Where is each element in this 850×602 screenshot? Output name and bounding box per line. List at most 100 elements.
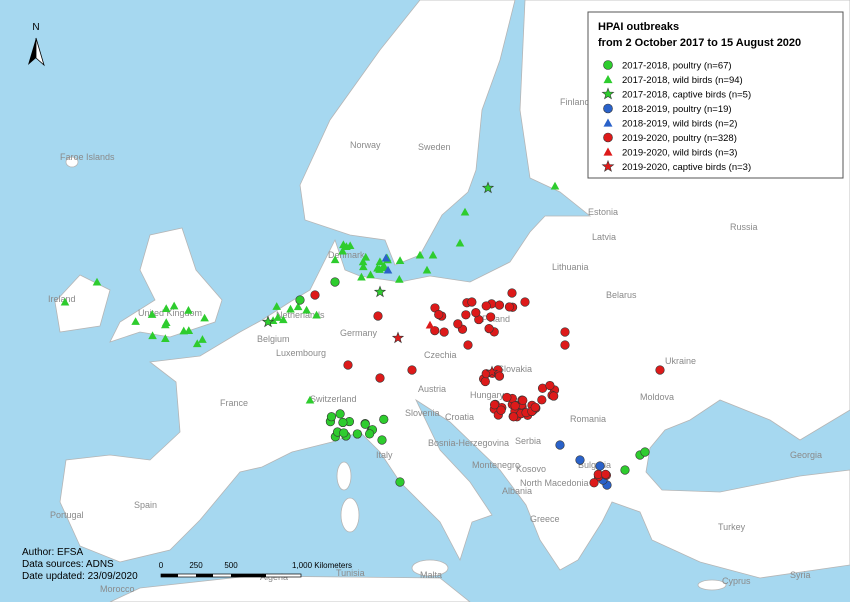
outbreak-circle xyxy=(603,103,613,114)
outbreak-circle xyxy=(486,312,496,322)
outbreak-triangle xyxy=(342,242,351,251)
outbreak-circle xyxy=(295,295,305,305)
country-label: Belgium xyxy=(257,334,290,344)
outbreak-circle xyxy=(655,365,665,375)
outbreak-circle xyxy=(560,327,570,337)
country-label: North Macedonia xyxy=(520,478,589,488)
outbreak-circle xyxy=(430,326,440,336)
outbreak-triangle xyxy=(330,255,340,264)
country-label: Malta xyxy=(420,570,442,580)
country-label: Austria xyxy=(418,384,446,394)
outbreak-circle xyxy=(620,465,630,475)
outbreak-circle xyxy=(537,395,547,405)
outbreak-triangle xyxy=(603,118,613,127)
outbreak-circle xyxy=(373,311,383,321)
outbreak-circle xyxy=(640,447,650,457)
country-label: Morocco xyxy=(100,584,135,594)
outbreak-triangle xyxy=(381,253,391,262)
country-label: Netherlands xyxy=(276,310,325,320)
legend-entry: 2017-2018, wild birds (n=94) xyxy=(622,75,743,86)
legend-entry: 2018-2019, wild birds (n=2) xyxy=(622,119,737,130)
scale-seg xyxy=(231,574,266,577)
scandinavia xyxy=(299,0,516,266)
faroe xyxy=(65,156,79,168)
outbreak-circle xyxy=(365,429,375,439)
outbreak-circle xyxy=(481,301,491,311)
outbreak-circle xyxy=(339,428,349,438)
country-label: Finland xyxy=(560,97,590,107)
country-label: United Kingdom xyxy=(138,308,202,318)
outbreak-triangle xyxy=(60,297,70,306)
outbreaks xyxy=(60,181,665,490)
country-label: Estonia xyxy=(588,207,618,217)
sicily xyxy=(411,559,449,577)
scale-seg xyxy=(196,574,213,577)
country-label: Syria xyxy=(790,570,811,580)
arrow-right xyxy=(35,37,45,67)
legend-entry: 2018-2019, poultry (n=19) xyxy=(622,104,732,115)
outbreak-triangle xyxy=(192,339,202,348)
outbreak-triangle xyxy=(92,277,102,286)
outbreak-triangle xyxy=(428,250,438,259)
country-label: Italy xyxy=(376,450,393,460)
date: Date updated: 23/09/2020 xyxy=(22,571,138,582)
outbreak-triangle xyxy=(395,256,405,264)
outbreak-circle xyxy=(453,319,463,329)
author: Author: EFSA xyxy=(22,547,83,558)
outbreak-star xyxy=(373,285,387,298)
outbreak-triangle xyxy=(312,310,321,319)
outbreak-circle xyxy=(549,391,559,401)
outbreak-circle xyxy=(471,308,481,318)
legend-entry: 2017-2018, captive birds (n=5) xyxy=(622,90,751,101)
outbreak-circle xyxy=(560,340,570,350)
outbreak-star xyxy=(601,159,615,172)
legend-entry: 2017-2018, poultry (n=67) xyxy=(622,61,732,72)
outbreak-triangle xyxy=(272,302,282,310)
country-label: Slovenia xyxy=(405,408,440,418)
scale-label: 1,000 Kilometers xyxy=(292,561,352,570)
outbreak-circle xyxy=(510,401,520,411)
outbreak-triangle xyxy=(273,313,283,321)
outbreak-triangle xyxy=(286,304,295,313)
country-label: Poland xyxy=(482,314,510,324)
outbreak-triangle xyxy=(357,272,366,281)
outbreak-circle xyxy=(555,440,565,450)
outbreak-triangle xyxy=(148,331,157,340)
outbreak-circle xyxy=(545,380,555,391)
country-label: Ireland xyxy=(48,294,76,304)
outbreak-circle xyxy=(379,414,389,424)
outbreak-triangle xyxy=(603,147,613,156)
outbreak-triangle xyxy=(375,257,385,266)
country-label: Croatia xyxy=(445,412,474,422)
outbreak-circle xyxy=(338,417,348,428)
outbreak-circle xyxy=(360,419,370,429)
country-label: Luxembourg xyxy=(276,348,326,358)
outbreak-circle xyxy=(507,288,517,298)
outbreak-circle xyxy=(589,478,599,488)
outbreak-triangle xyxy=(358,257,368,266)
country-label: Slovakia xyxy=(498,364,532,374)
legend-box xyxy=(587,11,844,179)
country-label: Tunisia xyxy=(336,568,365,578)
country-label: Latvia xyxy=(592,232,616,242)
scale-label: 250 xyxy=(189,561,203,570)
country-label: Russia xyxy=(730,222,758,232)
outbreak-circle xyxy=(407,365,417,375)
country-label: Montenegro xyxy=(472,460,520,470)
country-label: Georgia xyxy=(790,450,822,460)
legend-entry: 2019-2020, wild birds (n=3) xyxy=(622,148,737,159)
country-label: Cyprus xyxy=(722,576,751,586)
arrow-left xyxy=(28,38,36,65)
outbreak-circle xyxy=(480,376,490,387)
scale-bar: 0 250 500 1,000 Kilometers xyxy=(159,561,352,578)
outbreak-triangle xyxy=(302,305,311,314)
outbreak-triangle xyxy=(455,238,465,247)
country-label: Moldova xyxy=(640,392,674,402)
country-label: Portugal xyxy=(50,510,84,520)
outbreak-circle xyxy=(377,435,387,445)
outbreak-circle xyxy=(494,300,505,310)
outbreak-triangle xyxy=(422,265,432,274)
country-label: Albania xyxy=(502,486,532,496)
outbreak-triangle xyxy=(161,318,171,327)
outbreak-triangle xyxy=(383,265,393,274)
